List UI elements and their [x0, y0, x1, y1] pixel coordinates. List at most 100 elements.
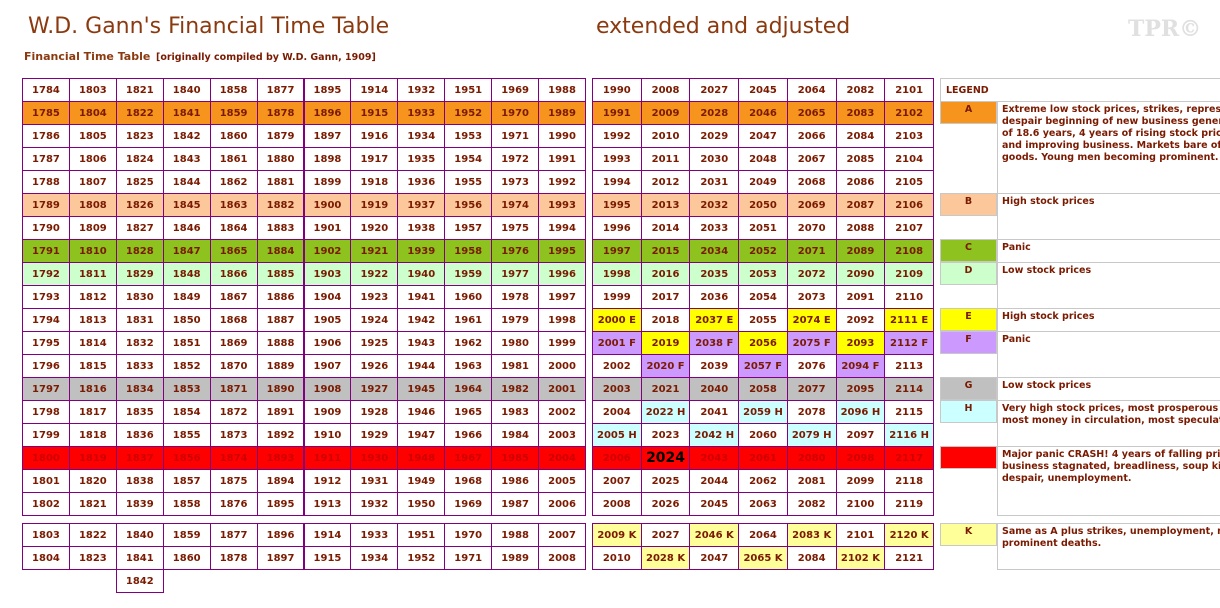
- year-cell: 2077: [786, 377, 837, 401]
- year-cell: 2119: [884, 492, 934, 516]
- year-cell: 2081: [786, 469, 837, 493]
- year-cell: 2064: [786, 78, 837, 102]
- year-cell: 1949: [397, 469, 446, 493]
- year-cell: 1890: [256, 377, 305, 401]
- year-cell: 2085: [835, 147, 886, 171]
- year-cell: 1841: [162, 101, 211, 125]
- year-cell: 1965: [444, 400, 493, 424]
- year-cell: 2102 K: [835, 546, 886, 570]
- year-cell: 2076: [786, 354, 837, 378]
- year-cell: 1869: [209, 331, 258, 355]
- year-cell: 2009 K: [592, 523, 642, 547]
- year-cell: 1984: [491, 423, 540, 447]
- year-cell: 2103: [884, 124, 934, 148]
- subtitle: Financial Time Table: [24, 50, 151, 63]
- year-cell: 2098: [835, 446, 886, 470]
- year-cell: 2101: [835, 523, 886, 547]
- year-cell: 1960: [444, 285, 493, 309]
- year-cell: 2013: [640, 193, 691, 217]
- year-cell: 2091: [835, 285, 886, 309]
- year-cell: 2116 H: [884, 423, 934, 447]
- year-cell: 1996: [592, 216, 642, 240]
- year-cell: 2040: [689, 377, 740, 401]
- year-cell: 1867: [209, 285, 258, 309]
- year-cell: 2084: [835, 124, 886, 148]
- year-cell: 1844: [162, 170, 211, 194]
- year-cell: 2092: [835, 308, 886, 332]
- year-cell: 1852: [162, 354, 211, 378]
- year-cell: 1809: [68, 216, 117, 240]
- year-cell: 2017: [640, 285, 691, 309]
- year-cell: 1880: [256, 147, 305, 171]
- year-cell: 1794: [22, 308, 70, 332]
- year-cell: 1785: [22, 101, 70, 125]
- year-cell: 1969: [491, 78, 540, 102]
- year-cell: 2089: [835, 239, 886, 263]
- year-cell: 1789: [22, 193, 70, 217]
- legend-text: High stock prices: [997, 193, 1220, 240]
- year-cell: 1934: [350, 546, 399, 570]
- year-cell: 1968: [444, 469, 493, 493]
- year-cell: 2104: [884, 147, 934, 171]
- year-cell: 2046: [738, 101, 788, 125]
- year-cell: 2093: [835, 331, 886, 355]
- year-cell: 2065 K: [738, 546, 788, 570]
- year-cell: 1951: [444, 78, 493, 102]
- year-cell: 1969: [444, 492, 493, 516]
- year-cell: 1956: [444, 193, 493, 217]
- year-cell: 1951: [397, 523, 446, 547]
- year-cell: 1806: [68, 147, 117, 171]
- year-cell: 1989: [538, 101, 586, 125]
- year-cell: 1935: [397, 147, 446, 171]
- year-cell: 1924: [350, 308, 399, 332]
- year-cell: 1857: [162, 469, 211, 493]
- year-cell: 1874: [209, 446, 258, 470]
- year-cell: 1991: [592, 101, 642, 125]
- year-cell: 1858: [162, 492, 211, 516]
- year-cell: 2008: [592, 492, 642, 516]
- year-cell: 2034: [689, 239, 740, 263]
- year-cell: 1883: [256, 216, 305, 240]
- year-cell: 1970: [491, 101, 540, 125]
- year-cell: 1971: [491, 124, 540, 148]
- year-cell: 2048: [738, 147, 788, 171]
- year-cell: 1802: [22, 492, 70, 516]
- year-cell: 2082: [786, 492, 837, 516]
- year-cell: 1936: [397, 170, 446, 194]
- year-cell: 2022 H: [640, 400, 691, 424]
- year-cell: 2094 F: [835, 354, 886, 378]
- year-cell: 1834: [115, 377, 164, 401]
- year-cell: 1804: [68, 101, 117, 125]
- year-cell: 1879: [256, 124, 305, 148]
- year-cell: 1997: [592, 239, 642, 263]
- year-cell: 2008: [640, 78, 691, 102]
- year-cell: 2001: [538, 377, 586, 401]
- year-cell: 1828: [115, 239, 164, 263]
- year-cell: 2088: [835, 216, 886, 240]
- year-cell: 1998: [538, 308, 586, 332]
- legend-text: Panic: [997, 331, 1220, 378]
- year-cell: 1985: [491, 446, 540, 470]
- year-cell: 2005: [538, 469, 586, 493]
- year-cell: 1910: [303, 423, 352, 447]
- year-cell: 1918: [350, 170, 399, 194]
- year-cell: 1868: [209, 308, 258, 332]
- year-cell: 1992: [538, 170, 586, 194]
- year-cell: 2068: [786, 170, 837, 194]
- year-cell: 2053: [738, 262, 788, 286]
- year-cell: 2121: [884, 546, 934, 570]
- year-cell: 1801: [22, 469, 70, 493]
- year-cell: 2058: [738, 377, 788, 401]
- year-cell: 2109: [884, 262, 934, 286]
- year-cell: 1818: [68, 423, 117, 447]
- year-cell: 2102: [884, 101, 934, 125]
- year-cell: 1988: [491, 523, 540, 547]
- year-cell: 1859: [209, 101, 258, 125]
- year-cell: 1931: [350, 469, 399, 493]
- legend-text: Low stock prices: [997, 377, 1220, 401]
- year-cell: 2096 H: [835, 400, 886, 424]
- year-cell: 1864: [209, 216, 258, 240]
- year-cell: 2107: [884, 216, 934, 240]
- year-cell: 1814: [68, 331, 117, 355]
